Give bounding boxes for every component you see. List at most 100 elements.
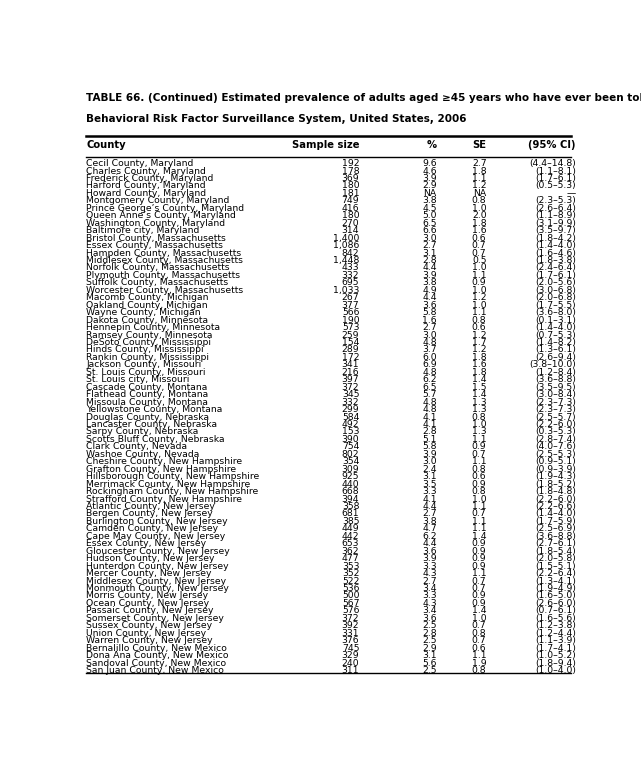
Text: Strafford County, New Hampshire: Strafford County, New Hampshire bbox=[86, 495, 242, 504]
Text: 4.1: 4.1 bbox=[422, 413, 437, 422]
Text: (1.7–6.1): (1.7–6.1) bbox=[535, 271, 576, 280]
Text: 567: 567 bbox=[342, 599, 360, 608]
Text: 3.5: 3.5 bbox=[422, 480, 437, 489]
Text: 2.8: 2.8 bbox=[422, 629, 437, 638]
Text: 745: 745 bbox=[342, 644, 360, 653]
Text: 353: 353 bbox=[342, 562, 360, 571]
Text: 0.8: 0.8 bbox=[472, 413, 487, 422]
Text: 442: 442 bbox=[342, 532, 360, 541]
Text: DeSoto County, Mississippi: DeSoto County, Mississippi bbox=[86, 338, 211, 347]
Text: 6.5: 6.5 bbox=[422, 383, 437, 391]
Text: (1.7–5.5): (1.7–5.5) bbox=[535, 301, 576, 310]
Text: 1.3: 1.3 bbox=[472, 427, 487, 436]
Text: Prince George’s County, Maryland: Prince George’s County, Maryland bbox=[86, 204, 244, 213]
Text: 3.9: 3.9 bbox=[422, 174, 437, 183]
Text: 0.9: 0.9 bbox=[472, 546, 487, 556]
Text: (2.6–6.0): (2.6–6.0) bbox=[535, 599, 576, 608]
Text: 394: 394 bbox=[342, 495, 360, 504]
Text: Morris County, New Jersey: Morris County, New Jersey bbox=[86, 591, 208, 600]
Text: 180: 180 bbox=[342, 211, 360, 220]
Text: 2.7: 2.7 bbox=[472, 159, 487, 168]
Text: 2.4: 2.4 bbox=[422, 464, 437, 473]
Text: (95% CI): (95% CI) bbox=[528, 140, 576, 150]
Text: (3.5–9.5): (3.5–9.5) bbox=[535, 383, 576, 391]
Text: 0.7: 0.7 bbox=[472, 577, 487, 585]
Text: 842: 842 bbox=[342, 249, 360, 258]
Text: 1.4: 1.4 bbox=[472, 390, 487, 399]
Text: 2.5: 2.5 bbox=[422, 666, 437, 675]
Text: (2.8–7.4): (2.8–7.4) bbox=[535, 435, 576, 444]
Text: 749: 749 bbox=[342, 196, 360, 205]
Text: 1.1: 1.1 bbox=[472, 524, 487, 534]
Text: 4.3: 4.3 bbox=[422, 569, 437, 578]
Text: Scotts Bluff County, Nebraska: Scotts Bluff County, Nebraska bbox=[86, 435, 225, 444]
Text: Essex County, New Jersey: Essex County, New Jersey bbox=[86, 540, 206, 548]
Text: 5.0: 5.0 bbox=[422, 211, 437, 220]
Text: 0.7: 0.7 bbox=[472, 636, 487, 645]
Text: Lancaster County, Nebraska: Lancaster County, Nebraska bbox=[86, 420, 217, 429]
Text: 925: 925 bbox=[342, 472, 360, 481]
Text: 0.7: 0.7 bbox=[472, 450, 487, 459]
Text: 653: 653 bbox=[342, 540, 360, 548]
Text: 341: 341 bbox=[342, 360, 360, 369]
Text: 0.9: 0.9 bbox=[472, 442, 487, 451]
Text: 372: 372 bbox=[342, 614, 360, 623]
Text: 0.8: 0.8 bbox=[472, 464, 487, 473]
Text: (2.0–5.8): (2.0–5.8) bbox=[535, 554, 576, 563]
Text: (0.3–5.3): (0.3–5.3) bbox=[535, 427, 576, 436]
Text: 416: 416 bbox=[342, 204, 360, 213]
Text: 3.6: 3.6 bbox=[422, 546, 437, 556]
Text: Hillsborough County, New Hampshire: Hillsborough County, New Hampshire bbox=[86, 472, 260, 481]
Text: Montgomery County, Maryland: Montgomery County, Maryland bbox=[86, 196, 229, 205]
Text: 1.3: 1.3 bbox=[472, 397, 487, 407]
Text: 4.1: 4.1 bbox=[422, 495, 437, 504]
Text: 5.7: 5.7 bbox=[422, 390, 437, 399]
Text: 4.9: 4.9 bbox=[422, 286, 437, 295]
Text: Frederick County, Maryland: Frederick County, Maryland bbox=[86, 174, 213, 183]
Text: Monmouth County, New Jersey: Monmouth County, New Jersey bbox=[86, 584, 229, 593]
Text: 4.3: 4.3 bbox=[422, 599, 437, 608]
Text: (1.2–4.4): (1.2–4.4) bbox=[535, 629, 576, 638]
Text: 0.6: 0.6 bbox=[472, 472, 487, 481]
Text: 1.8: 1.8 bbox=[472, 368, 487, 377]
Text: SE: SE bbox=[472, 140, 487, 150]
Text: Behavioral Risk Factor Surveillance System, United States, 2006: Behavioral Risk Factor Surveillance Syst… bbox=[86, 114, 467, 124]
Text: 309: 309 bbox=[342, 464, 360, 473]
Text: TABLE 66. (Continued) Estimated prevalence of adults aged ≥45 years who have eve: TABLE 66. (Continued) Estimated prevalen… bbox=[86, 93, 641, 103]
Text: (1.2–3.8): (1.2–3.8) bbox=[535, 621, 576, 630]
Text: 6.6: 6.6 bbox=[422, 226, 437, 235]
Text: —: — bbox=[567, 189, 576, 198]
Text: Washoe County, Nevada: Washoe County, Nevada bbox=[86, 450, 199, 459]
Text: (1.0–5.2): (1.0–5.2) bbox=[535, 651, 576, 660]
Text: 4.4: 4.4 bbox=[422, 293, 437, 302]
Text: 449: 449 bbox=[342, 524, 360, 534]
Text: 3.0: 3.0 bbox=[422, 233, 437, 242]
Text: Sample size: Sample size bbox=[292, 140, 360, 150]
Text: Merrimack County, New Hampshire: Merrimack County, New Hampshire bbox=[86, 480, 251, 489]
Text: 0.8: 0.8 bbox=[472, 196, 487, 205]
Text: Sandoval County, New Mexico: Sandoval County, New Mexico bbox=[86, 659, 226, 667]
Text: 6.2: 6.2 bbox=[422, 375, 437, 385]
Text: Cheshire County, New Hampshire: Cheshire County, New Hampshire bbox=[86, 458, 242, 467]
Text: 3.6: 3.6 bbox=[422, 301, 437, 310]
Text: 584: 584 bbox=[342, 413, 360, 422]
Text: (1.4–4.0): (1.4–4.0) bbox=[535, 241, 576, 250]
Text: Worcester County, Massachusetts: Worcester County, Massachusetts bbox=[86, 286, 244, 295]
Text: Essex County, Massachusetts: Essex County, Massachusetts bbox=[86, 241, 223, 250]
Text: (2.7–6.1): (2.7–6.1) bbox=[535, 540, 576, 548]
Text: 576: 576 bbox=[342, 606, 360, 616]
Text: 362: 362 bbox=[342, 546, 360, 556]
Text: (1.7–6.1): (1.7–6.1) bbox=[535, 174, 576, 183]
Text: Norfolk County, Massachusetts: Norfolk County, Massachusetts bbox=[86, 264, 229, 272]
Text: 376: 376 bbox=[342, 636, 360, 645]
Text: (1.8–4.8): (1.8–4.8) bbox=[535, 487, 576, 496]
Text: 695: 695 bbox=[342, 278, 360, 287]
Text: 3.7: 3.7 bbox=[422, 346, 437, 354]
Text: (1.7–5.9): (1.7–5.9) bbox=[535, 517, 576, 526]
Text: 3.8: 3.8 bbox=[422, 517, 437, 526]
Text: Harford County, Maryland: Harford County, Maryland bbox=[86, 182, 206, 191]
Text: 4.5: 4.5 bbox=[422, 204, 437, 213]
Text: 1.0: 1.0 bbox=[472, 614, 487, 623]
Text: 1.0: 1.0 bbox=[472, 286, 487, 295]
Text: 3.1: 3.1 bbox=[422, 249, 437, 258]
